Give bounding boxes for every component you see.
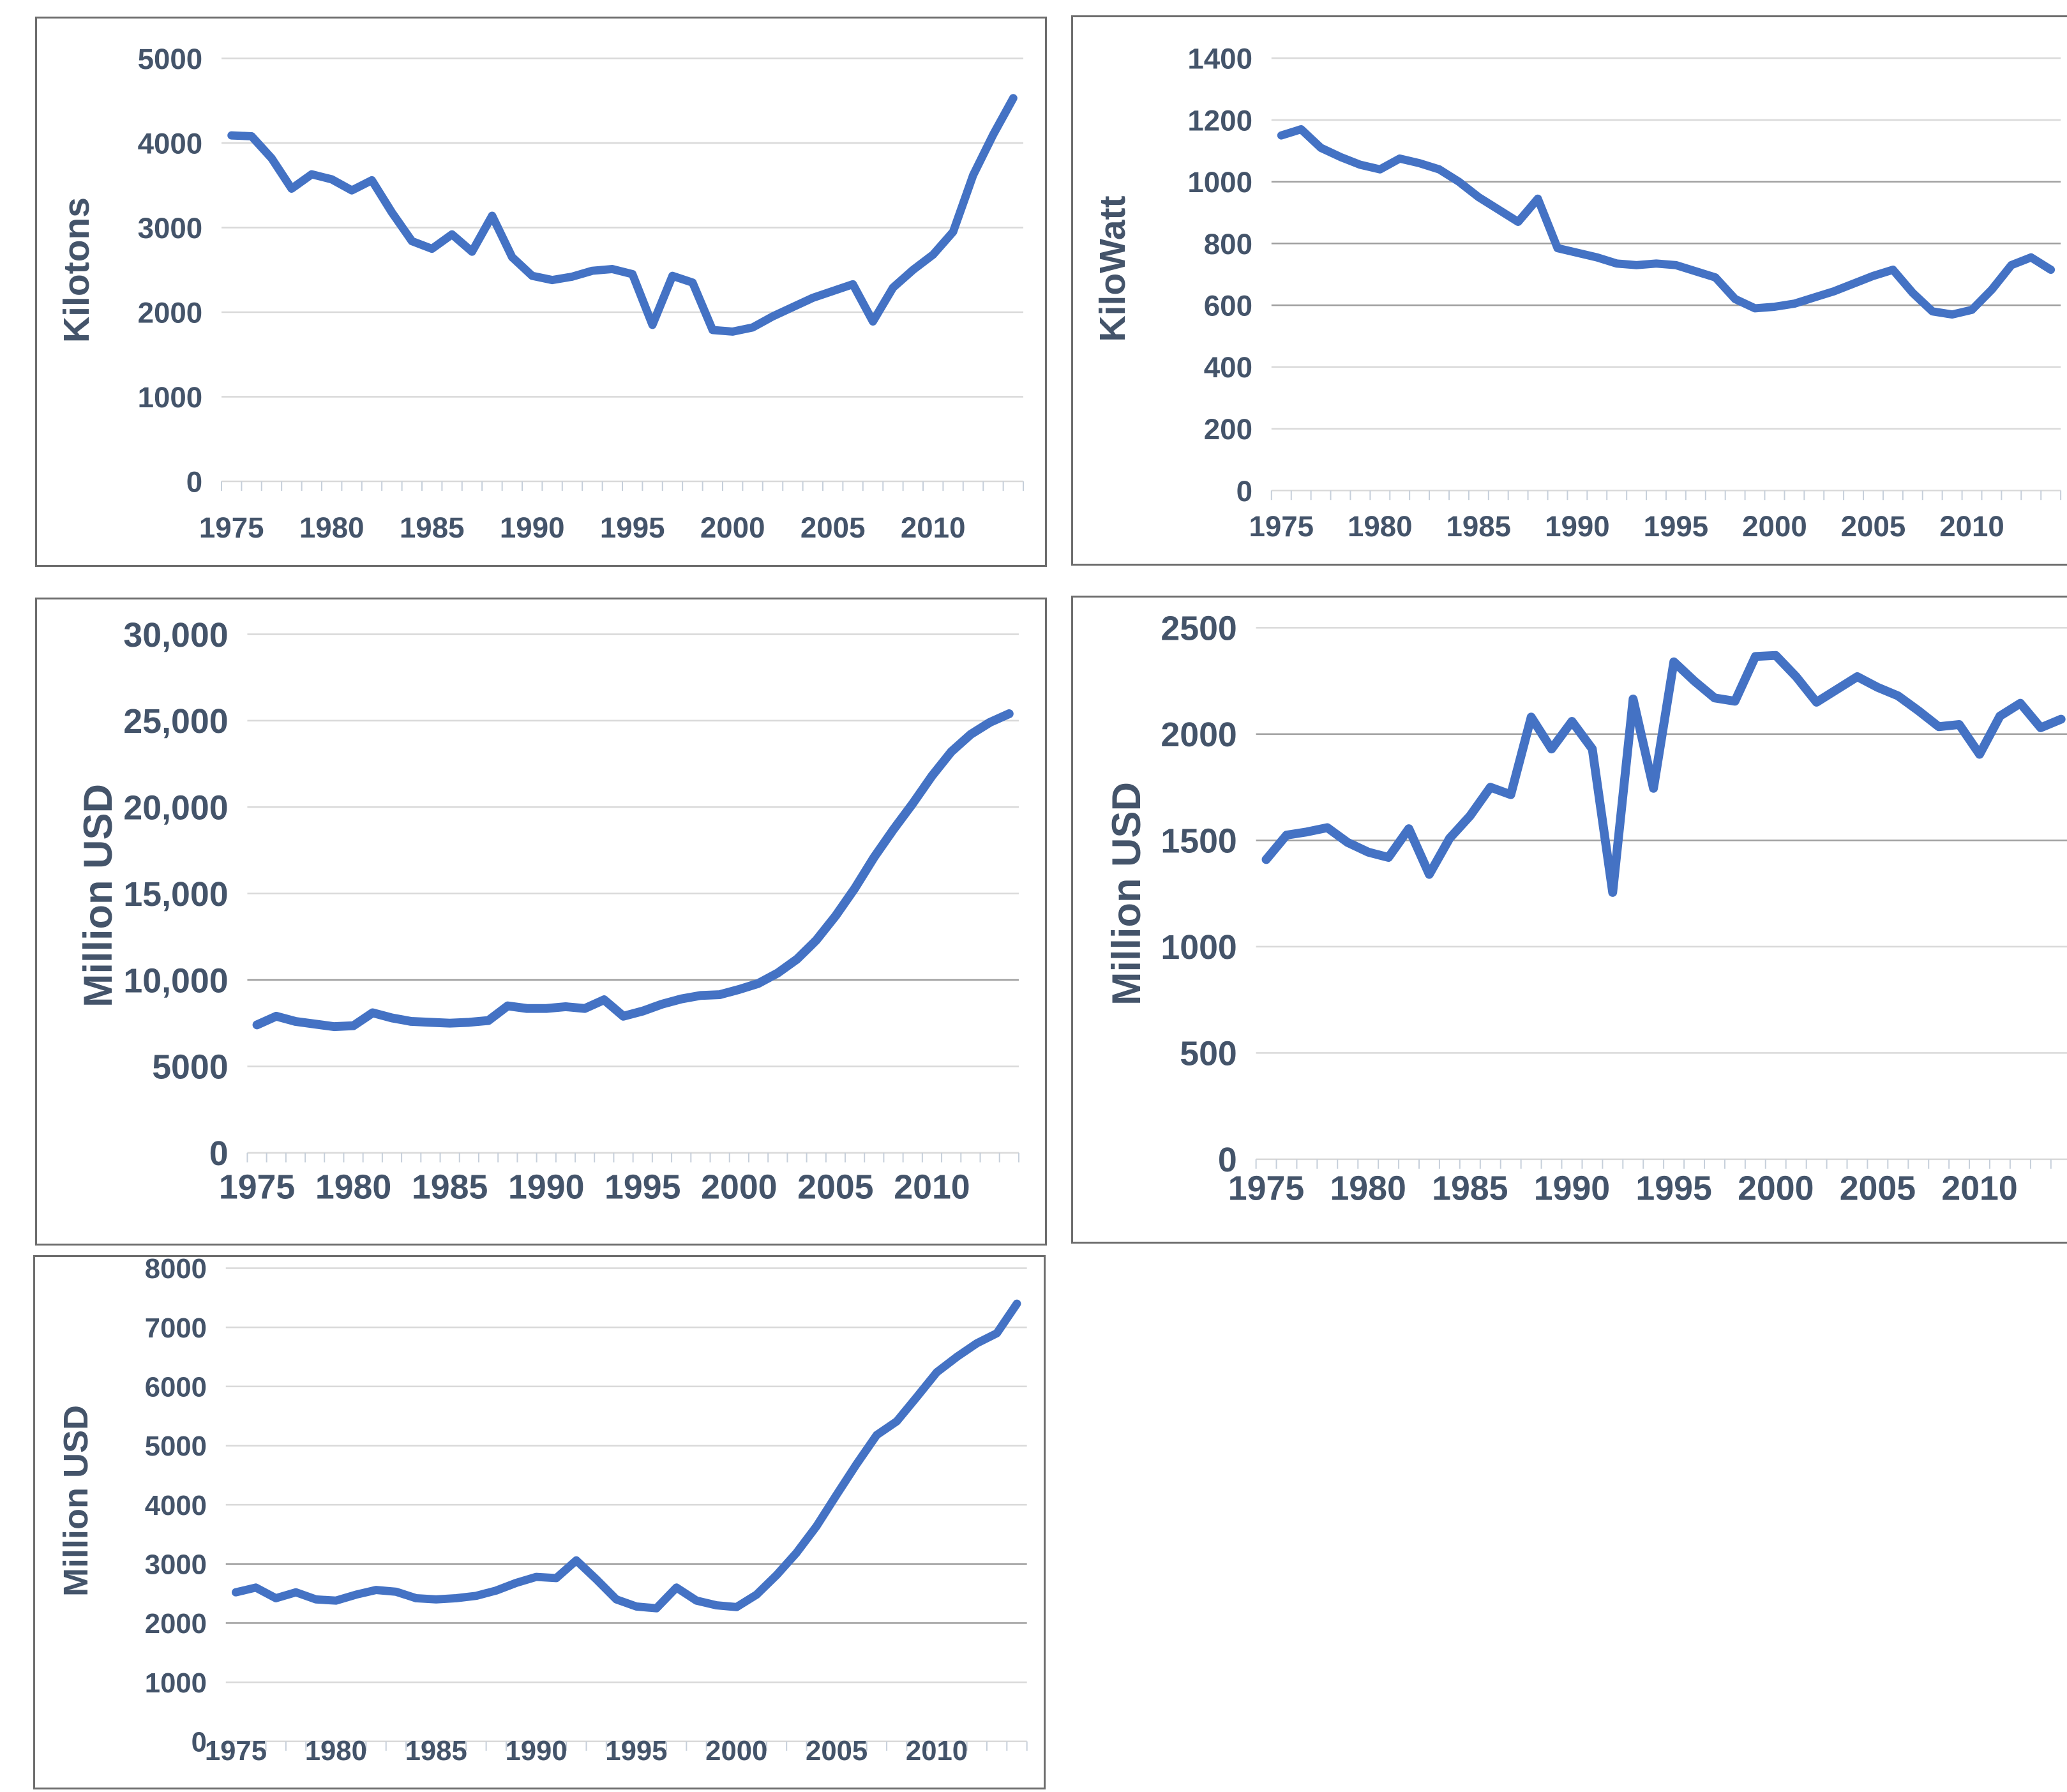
svg-text:1985: 1985	[412, 1168, 488, 1206]
svg-text:500: 500	[1180, 1035, 1237, 1073]
svg-text:1990: 1990	[508, 1168, 584, 1206]
svg-text:4000: 4000	[138, 127, 203, 160]
svg-text:2000: 2000	[701, 1168, 777, 1206]
svg-text:0: 0	[186, 466, 202, 499]
chart-million-usd-small: Million USD 8000 7000 6000 5000 4000 3000 2000…	[33, 1255, 1046, 1789]
svg-text:1995: 1995	[605, 1168, 680, 1206]
chart-million-usd-large: Million USD 30,000 25,000 20,000 15,000 10,0…	[35, 598, 1047, 1246]
svg-text:1200: 1200	[1187, 104, 1252, 137]
svg-text:2500: 2500	[1161, 610, 1236, 648]
svg-text:2005: 2005	[797, 1168, 873, 1206]
svg-text:20,000: 20,000	[123, 789, 228, 827]
chart-kilotons: Kilotons 5000 4000 3000 2000 1000 0 1975 1980 19…	[35, 17, 1047, 567]
svg-text:2000: 2000	[138, 296, 203, 329]
svg-text:25,000: 25,000	[123, 702, 228, 741]
svg-text:1995: 1995	[1644, 510, 1709, 543]
svg-text:1400: 1400	[1187, 43, 1252, 75]
svg-text:3000: 3000	[138, 212, 203, 245]
svg-text:1995: 1995	[600, 511, 665, 544]
svg-text:1980: 1980	[305, 1735, 367, 1766]
svg-text:2010: 2010	[1939, 510, 2004, 543]
svg-text:5000: 5000	[138, 43, 203, 75]
svg-text:2005: 2005	[1840, 1169, 1916, 1207]
svg-text:0: 0	[1218, 1141, 1237, 1179]
svg-text:2010: 2010	[901, 511, 966, 544]
svg-text:2000: 2000	[145, 1608, 207, 1639]
svg-text:30,000: 30,000	[123, 616, 228, 654]
svg-text:15,000: 15,000	[123, 875, 228, 914]
svg-text:800: 800	[1204, 228, 1252, 260]
svg-text:3000: 3000	[145, 1549, 207, 1580]
svg-text:0: 0	[192, 1726, 207, 1758]
svg-text:1990: 1990	[1534, 1169, 1610, 1207]
svg-text:2000: 2000	[1161, 716, 1236, 754]
svg-text:1985: 1985	[405, 1735, 467, 1766]
svg-text:1000: 1000	[1161, 928, 1236, 967]
svg-text:1975: 1975	[1249, 510, 1314, 543]
svg-text:2000: 2000	[700, 511, 765, 544]
svg-text:600: 600	[1204, 290, 1252, 322]
svg-text:1985: 1985	[400, 511, 465, 544]
chart-kilowatt: KiloWatt 1400 1200 1000 800 600 400 200 0 1975 19…	[1071, 15, 2067, 566]
svg-text:2010: 2010	[1941, 1169, 2017, 1207]
svg-text:2000: 2000	[1742, 510, 1807, 543]
svg-text:1980: 1980	[315, 1168, 391, 1206]
svg-text:6000: 6000	[145, 1372, 207, 1403]
svg-text:2010: 2010	[906, 1735, 968, 1766]
svg-text:1985: 1985	[1447, 510, 1512, 543]
svg-text:1975: 1975	[205, 1735, 267, 1766]
svg-text:1500: 1500	[1161, 822, 1236, 861]
svg-text:1980: 1980	[1348, 510, 1413, 543]
svg-text:10,000: 10,000	[123, 961, 228, 1000]
svg-text:0: 0	[1236, 475, 1252, 508]
svg-text:5000: 5000	[152, 1048, 228, 1087]
svg-text:2000: 2000	[1738, 1169, 1814, 1207]
svg-text:1975: 1975	[219, 1168, 295, 1206]
svg-text:8000: 8000	[145, 1257, 207, 1284]
svg-text:1980: 1980	[1330, 1169, 1406, 1207]
svg-text:1000: 1000	[1187, 166, 1252, 199]
svg-text:200: 200	[1204, 413, 1252, 446]
svg-text:1975: 1975	[1228, 1169, 1304, 1207]
chart-million-usd-medium: Million USD 2500 2000 1500 1000 500 0 1975 1980…	[1071, 596, 2067, 1244]
svg-text:7000: 7000	[145, 1313, 207, 1344]
svg-text:0: 0	[209, 1134, 229, 1173]
line-chart-kilotons: 5000 4000 3000 2000 1000 0 1975 1980 1985 1990 199…	[138, 43, 1024, 544]
svg-text:2010: 2010	[894, 1168, 970, 1206]
svg-text:1990: 1990	[505, 1735, 567, 1766]
svg-text:1985: 1985	[1432, 1169, 1508, 1207]
svg-text:1990: 1990	[1545, 510, 1610, 543]
svg-text:1975: 1975	[199, 511, 264, 544]
svg-text:1990: 1990	[500, 511, 565, 544]
svg-text:2005: 2005	[1841, 510, 1906, 543]
svg-text:1000: 1000	[145, 1668, 207, 1699]
svg-text:1995: 1995	[605, 1735, 667, 1766]
svg-text:4000: 4000	[145, 1490, 207, 1521]
svg-text:2000: 2000	[705, 1735, 767, 1766]
svg-text:400: 400	[1204, 351, 1252, 384]
svg-text:1000: 1000	[138, 381, 203, 414]
svg-text:2005: 2005	[800, 511, 866, 544]
svg-text:5000: 5000	[145, 1431, 207, 1462]
svg-text:1995: 1995	[1635, 1169, 1711, 1207]
svg-text:1980: 1980	[299, 511, 365, 544]
svg-text:2005: 2005	[806, 1735, 868, 1766]
